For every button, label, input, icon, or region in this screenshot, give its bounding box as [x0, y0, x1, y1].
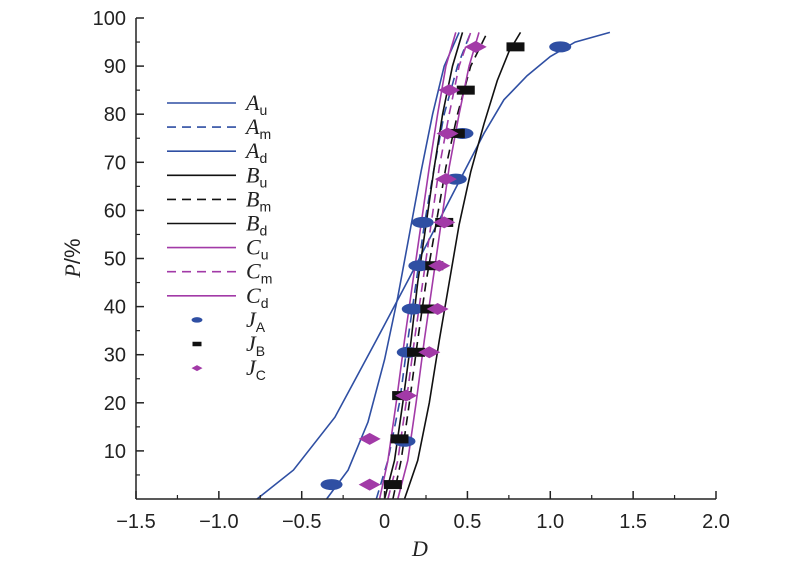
x-tick-label: −1.5	[116, 511, 155, 533]
data-point-j-c	[358, 478, 381, 491]
x-tick-label: 1.5	[619, 511, 647, 533]
legend-label-sub: A	[256, 319, 266, 335]
legend-swatch-j-c	[191, 365, 203, 372]
legend-label-name: A	[244, 138, 260, 163]
data-point-j-c	[426, 303, 449, 316]
y-tick-label: 50	[104, 249, 126, 271]
data-point-j-a	[320, 479, 343, 491]
series-layer	[256, 31, 611, 500]
x-tick-label: 0.5	[454, 511, 482, 533]
data-point-j-c	[418, 346, 441, 359]
y-tick-label: 90	[104, 56, 126, 78]
legend-swatch-j-b	[192, 341, 202, 347]
data-point-j-b	[456, 85, 475, 95]
data-point-j-c	[428, 259, 451, 272]
legend-label-c-u: Cu	[246, 235, 268, 263]
data-point-j-b	[390, 434, 409, 444]
x-axis-title: D	[411, 536, 428, 561]
legend-label-name: J	[246, 355, 257, 380]
legend-label-sub: C	[256, 367, 266, 383]
series-line-b-m	[392, 32, 489, 500]
legend-label-name: A	[244, 90, 260, 115]
series-line-b-u	[403, 31, 522, 500]
legend-label-a-u: Au	[244, 90, 267, 118]
legend-label-sub: m	[259, 198, 271, 214]
y-tick-label: 30	[104, 345, 126, 367]
y-tick-label: 20	[104, 393, 126, 415]
legend-label-b-m: Bm	[246, 186, 271, 214]
legend-label-name: C	[246, 283, 261, 308]
data-point-j-a	[408, 260, 431, 272]
data-point-j-b	[383, 480, 402, 490]
data-point-j-c	[464, 40, 487, 53]
data-point-j-a	[411, 216, 434, 228]
y-tick-label: 10	[104, 441, 126, 463]
legend-label-j-a: JA	[246, 307, 266, 335]
data-point-j-c	[433, 216, 456, 229]
legend-swatch-j-a	[191, 317, 203, 323]
legend-label-sub: m	[259, 126, 271, 142]
legend-label-sub: d	[259, 223, 267, 239]
legend-label-a-m: Am	[244, 114, 271, 142]
legend-label-a-d: Ad	[244, 138, 267, 166]
y-tick-label: 40	[104, 297, 126, 319]
legend-label-sub: u	[259, 102, 267, 118]
legend-label-name: C	[246, 259, 261, 284]
legend-label-b-u: Bu	[246, 162, 267, 190]
legend-label-c-m: Cm	[246, 259, 272, 287]
legend-label-name: C	[246, 235, 261, 260]
legend-label-sub: m	[261, 271, 273, 287]
x-tick-label: 1.0	[536, 511, 564, 533]
legend-label-b-d: Bd	[246, 211, 267, 239]
y-tick-label: 100	[93, 8, 126, 30]
x-tick-label: −1.0	[199, 511, 238, 533]
legend-label-name: J	[246, 331, 257, 356]
legend-label-name: B	[246, 211, 259, 236]
data-point-j-c	[358, 432, 381, 445]
legend-label-name: J	[246, 307, 257, 332]
data-point-j-c	[434, 173, 457, 186]
legend-label-name: B	[246, 162, 259, 187]
y-axis-title-main: P	[60, 264, 85, 278]
y-axis-title: P/%	[60, 238, 85, 278]
x-ticks: −1.5 −1.0 −0.5 0 0.5 1.0 1.5 2.0	[116, 491, 730, 533]
data-point-j-c	[395, 389, 418, 402]
legend-label-name: B	[246, 186, 259, 211]
x-tick-label: 2.0	[702, 511, 730, 533]
legend-label-j-c: JC	[246, 355, 266, 383]
data-point-j-a	[549, 41, 572, 53]
legend-label-sub: u	[261, 247, 269, 263]
x-tick-label: 0	[379, 511, 390, 533]
y-axis-title-unit: /%	[60, 238, 85, 264]
data-point-j-c	[438, 84, 461, 97]
legend-label-j-b: JB	[246, 331, 265, 359]
legend-label-name: A	[244, 114, 260, 139]
y-tick-label: 80	[104, 104, 126, 126]
data-point-j-a	[401, 303, 424, 315]
data-point-j-b	[407, 347, 426, 357]
series-line-c-m	[387, 32, 472, 500]
y-tick-label: 60	[104, 200, 126, 222]
legend-label-sub: u	[259, 174, 267, 190]
series-line-a-u	[256, 31, 611, 500]
legend-label-c-d: Cd	[246, 283, 268, 311]
y-ticks: 10 20 30 40 50 60 70 80 90 100	[93, 8, 144, 476]
y-tick-label: 70	[104, 152, 126, 174]
x-tick-label: −0.5	[282, 511, 321, 533]
data-point-j-c	[436, 127, 459, 140]
data-point-j-b	[506, 42, 525, 52]
legend-label-sub: d	[261, 295, 269, 311]
legend-label-sub: B	[256, 343, 265, 359]
legend-label-sub: d	[259, 150, 267, 166]
